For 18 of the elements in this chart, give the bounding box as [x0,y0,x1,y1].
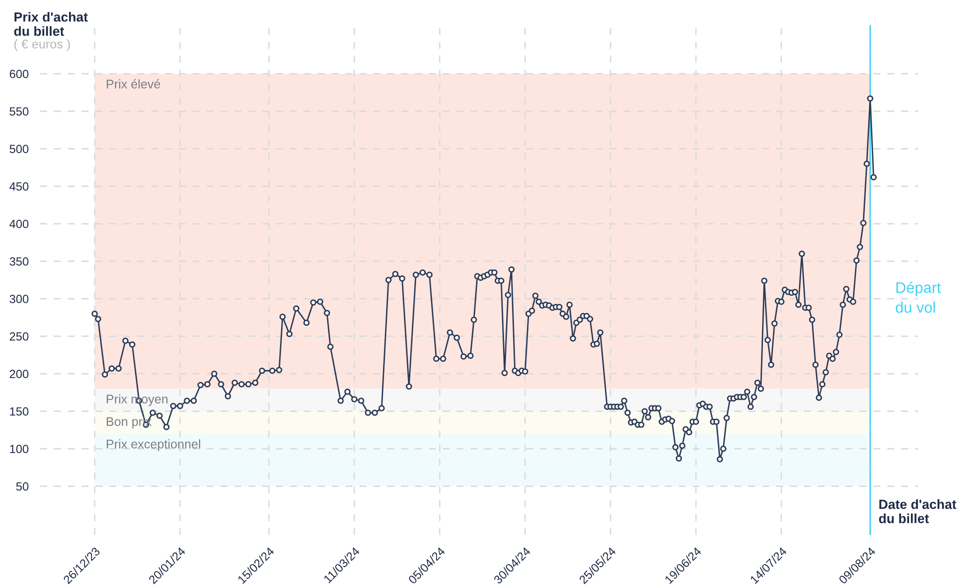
y-tick-label: 450 [9,182,28,191]
x-axis-title: Date d'achat du billet [879,499,956,524]
y-tick-label: 150 [10,407,28,416]
y-tick-label: 350 [10,257,28,266]
y-tick-label: 600 [10,70,28,78]
y-tick-label: 300 [10,294,28,304]
y-tick-label: 500 [10,144,28,154]
annotation: ( € euros ) [14,39,70,51]
y-tick-label: 550 [10,107,28,116]
ref-line-label: Départ du vol [896,282,941,313]
y-tick-label: 250 [10,332,28,341]
y-tick-label: 100 [10,444,28,454]
y-tick-label: 50 [16,482,28,491]
y-tick-label: 400 [9,220,28,228]
band-label: Prix exceptionnel [106,439,200,451]
y-tick-label: 200 [10,370,28,378]
y-axis-title: Prix d'achat du billet [14,12,88,36]
band-label: Prix élevé [106,79,160,88]
